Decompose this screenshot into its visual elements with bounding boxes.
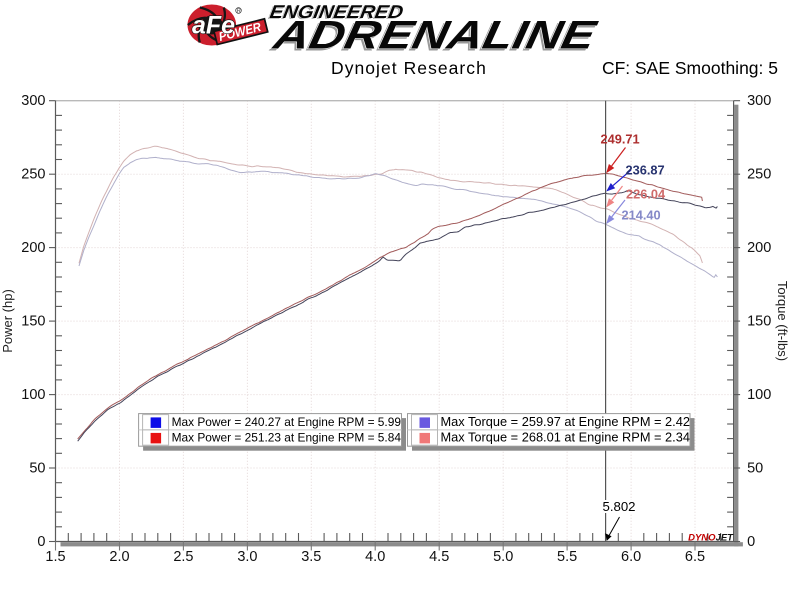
svg-text:DYNOJET: DYNOJET	[688, 533, 734, 544]
svg-text:0: 0	[747, 534, 755, 550]
svg-text:4.5: 4.5	[429, 549, 449, 565]
svg-text:3.5: 3.5	[301, 549, 321, 565]
svg-text:ENGINEERED: ENGINEERED	[267, 2, 404, 23]
svg-text:Power (hp): Power (hp)	[0, 289, 15, 353]
svg-text:2.5: 2.5	[173, 549, 193, 565]
svg-text:Max Torque = 268.01 at Engine: Max Torque = 268.01 at Engine RPM = 2.34	[441, 430, 690, 445]
svg-text:1.5: 1.5	[45, 549, 65, 565]
svg-text:50: 50	[747, 461, 763, 477]
svg-text:250: 250	[747, 167, 771, 183]
svg-text:6.5: 6.5	[685, 549, 705, 565]
svg-text:150: 150	[747, 314, 771, 330]
svg-text:214.40: 214.40	[622, 207, 661, 222]
svg-text:5.5: 5.5	[557, 549, 577, 565]
svg-text:ENGINEERED: ENGINEERED	[268, 1, 405, 22]
svg-text:2.0: 2.0	[109, 549, 129, 565]
svg-text:50: 50	[29, 461, 45, 477]
svg-text:300: 300	[747, 93, 771, 109]
svg-text:Torque (ft-lbs): Torque (ft-lbs)	[775, 281, 790, 361]
svg-text:Max Power = 240.27 at Engine R: Max Power = 240.27 at Engine RPM = 5.99	[172, 415, 402, 429]
svg-text:0: 0	[37, 534, 45, 550]
svg-text:150: 150	[21, 314, 45, 330]
svg-text:226.04: 226.04	[626, 186, 666, 201]
svg-text:Max Power = 251.23 at Engine R: Max Power = 251.23 at Engine RPM = 5.84	[172, 431, 402, 445]
svg-text:ADRENALINE: ADRENALINE	[269, 12, 601, 57]
svg-text:200: 200	[21, 240, 45, 256]
svg-text:5.802: 5.802	[603, 499, 636, 514]
svg-text:CF: SAE Smoothing: 5: CF: SAE Smoothing: 5	[602, 58, 778, 78]
svg-text:aFe: aFe	[192, 12, 235, 40]
svg-text:3.0: 3.0	[237, 549, 257, 565]
svg-text:100: 100	[747, 387, 771, 403]
svg-text:200: 200	[747, 240, 771, 256]
svg-text:Dynojet Research: Dynojet Research	[331, 58, 487, 78]
svg-text:300: 300	[21, 93, 45, 109]
svg-text:236.87: 236.87	[626, 162, 665, 177]
svg-text:100: 100	[21, 387, 45, 403]
svg-text:ADRENALINE: ADRENALINE	[266, 14, 598, 59]
svg-text:250: 250	[21, 167, 45, 183]
svg-text:R: R	[237, 9, 241, 15]
svg-text:Max Torque = 259.97 at Engine: Max Torque = 259.97 at Engine RPM = 2.42	[441, 414, 690, 429]
svg-text:249.71: 249.71	[601, 131, 640, 146]
svg-text:5.0: 5.0	[493, 549, 513, 565]
svg-text:4.0: 4.0	[365, 549, 385, 565]
svg-text:6.0: 6.0	[621, 549, 641, 565]
